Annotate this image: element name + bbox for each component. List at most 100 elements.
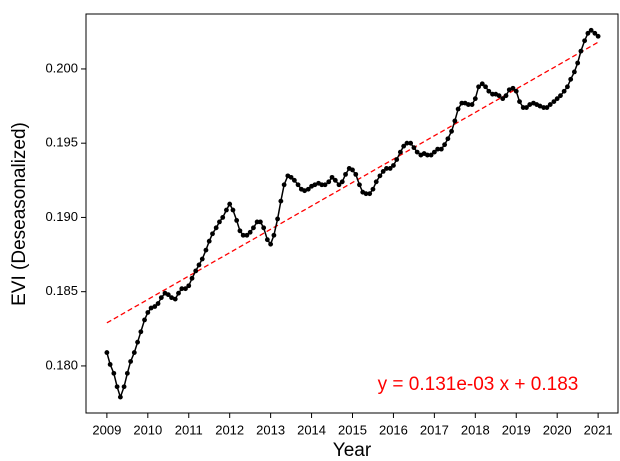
data-point (428, 152, 434, 158)
x-tick-label: 2018 (461, 422, 490, 437)
data-point (268, 241, 274, 247)
y-tick-label: 0.190 (45, 209, 78, 224)
x-tick-label: 2020 (543, 422, 572, 437)
data-point (551, 99, 557, 105)
data-point (397, 149, 403, 155)
data-point (193, 268, 199, 274)
data-point (588, 27, 594, 33)
data-point (414, 149, 420, 155)
data-point (271, 232, 277, 238)
y-tick-label: 0.195 (45, 135, 78, 150)
data-point (585, 30, 591, 36)
y-tick-label: 0.180 (45, 357, 78, 372)
data-point (578, 48, 584, 54)
x-tick-label: 2011 (175, 422, 203, 437)
data-point (179, 286, 185, 292)
x-tick-label: 2013 (256, 422, 285, 437)
data-point (291, 177, 297, 183)
data-point (373, 179, 379, 185)
data-point (431, 149, 437, 155)
data-line (106, 29, 599, 400)
data-point (145, 310, 151, 315)
data-point (104, 350, 110, 355)
data-point (199, 256, 205, 262)
data-point (496, 93, 502, 99)
data-point (465, 102, 471, 107)
data-point (592, 30, 598, 36)
data-point (220, 215, 226, 220)
data-point (565, 84, 570, 90)
data-point (183, 286, 188, 292)
annotation: y = 0.131e-03 x + 0.183 (378, 374, 579, 395)
data-point (401, 143, 407, 149)
data-point (203, 247, 209, 253)
data-point (370, 186, 376, 192)
data-point (357, 182, 362, 188)
data-point (288, 174, 294, 180)
x-tick-label: 2021 (584, 422, 613, 437)
data-point (155, 301, 161, 306)
data-point (169, 295, 174, 301)
y-tick-label: 0.200 (45, 60, 78, 75)
data-point (114, 384, 120, 390)
x-tick-label: 2010 (133, 422, 162, 437)
data-point (486, 88, 492, 94)
data-point (326, 179, 332, 185)
data-point (353, 171, 359, 177)
data-point (554, 96, 560, 102)
data-point (527, 102, 533, 107)
x-tick-label: 2015 (338, 422, 367, 437)
data-point (472, 96, 478, 102)
data-point (111, 370, 117, 376)
data-point (568, 76, 574, 82)
data-point (500, 96, 506, 102)
data-point (264, 237, 270, 243)
data-point (322, 182, 328, 188)
data-point (513, 88, 519, 94)
data-point (251, 225, 256, 231)
data-point (230, 207, 236, 213)
data-point (196, 262, 202, 268)
data-point (339, 179, 345, 185)
data-point (329, 174, 335, 180)
data-point (595, 33, 601, 39)
trend-line (106, 41, 599, 324)
data-point (240, 232, 246, 238)
data-point (305, 186, 311, 192)
data-point (455, 106, 461, 112)
data-point (131, 350, 137, 355)
data-point (380, 169, 386, 174)
x-axis-label: Year (333, 440, 372, 461)
data-point (442, 142, 448, 148)
data-point (121, 384, 127, 390)
data-point (571, 69, 577, 75)
data-point (350, 167, 355, 173)
data-point (404, 140, 410, 146)
data-point (142, 317, 147, 323)
data-point (312, 182, 318, 188)
data-point (425, 152, 430, 158)
data-point (363, 191, 369, 197)
data-point (176, 290, 181, 296)
data-point (295, 182, 301, 188)
x-tick-label: 2009 (92, 422, 121, 437)
data-point (384, 166, 389, 171)
data-point (503, 93, 509, 99)
data-point (469, 102, 475, 107)
data-point (124, 370, 130, 376)
data-point (213, 225, 219, 231)
data-point (506, 87, 512, 93)
data-point (172, 296, 178, 302)
data-point (275, 216, 280, 222)
data-point (227, 201, 233, 207)
data-point (377, 173, 383, 179)
data-point (186, 283, 192, 289)
data-point (510, 85, 516, 91)
x-tick-label: 2017 (420, 422, 449, 437)
data-point (558, 93, 563, 99)
data-point (367, 191, 373, 197)
data-point (107, 362, 113, 367)
data-point (224, 207, 229, 213)
data-point (524, 105, 529, 110)
